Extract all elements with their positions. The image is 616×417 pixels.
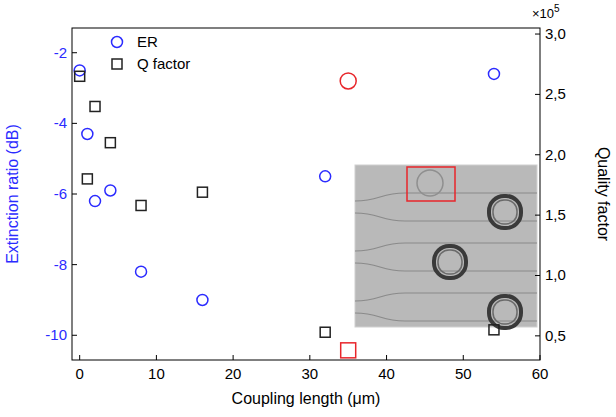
y-axis-title: Extinction ratio (dB) [4,124,21,264]
legend-label: Q factor [137,55,190,72]
multiplier-base: ×10 [532,6,554,21]
ring [489,296,521,328]
x-tick [386,355,387,360]
x-tick [463,355,464,360]
x-tick-label: 10 [148,365,165,382]
x-tick-label: 30 [301,365,318,382]
point [489,325,499,335]
y2-tick-label: 2,5 [545,85,566,102]
x-tick [156,355,157,360]
point [74,65,85,76]
point [197,187,207,197]
point [320,327,330,337]
y2-axis-title: Quality factor [595,147,612,242]
y2-tick [535,215,540,216]
y-tick [72,335,77,336]
x-tick-label: 40 [378,365,395,382]
y-tick-label: -4 [54,114,67,131]
point [105,185,116,196]
highlight-box [407,167,455,201]
ring [493,200,517,224]
chart: 0 10 20 30 40 50 60 -10 -8 -6 -4 -2 0,5 1,0 1,5 2,0 2,5 3… [0,0,616,417]
plot-frame [72,28,540,360]
x-tick [309,355,310,360]
y2-tick-label: 2,0 [545,146,566,163]
point [136,200,146,210]
y-tick [72,264,77,265]
x-tick [233,355,234,360]
point [340,73,356,89]
ring [417,170,443,196]
legend-label: ER [137,33,158,50]
legend-marker [112,37,123,48]
ring [434,246,466,278]
marks [74,65,499,358]
legend: ER Q factor [112,33,191,72]
x-tick-label: 0 [76,365,84,382]
y-tick-label: -8 [54,256,67,273]
point [488,68,499,79]
inset-image [355,165,537,328]
x-tick [540,355,541,360]
waveguide [355,263,537,271]
y-tick-label: -10 [45,326,67,343]
point [105,138,115,148]
y-tick [72,123,77,124]
y-tick-label: -6 [54,185,67,202]
point [82,174,92,184]
waveguide [355,213,537,221]
point [197,294,208,305]
inset-bg [355,165,537,327]
y-tick [72,52,77,53]
legend-marker [112,59,122,69]
point [75,71,85,81]
ring [438,250,462,274]
y2-multiplier: ×105 [532,3,560,21]
point [90,101,100,111]
y2-tick [535,34,540,35]
point [136,266,147,277]
y2-tick-label: 1,0 [545,266,566,283]
ring [493,300,517,324]
y-tick [72,194,77,195]
y2-tick [535,94,540,95]
y2-tick-label: 1,5 [545,206,566,223]
x-tick [79,355,80,360]
y2-tick [535,275,540,276]
y2-tick-label: 3,0 [545,25,566,42]
ring [489,196,521,228]
point [320,171,331,182]
waveguide [355,313,537,321]
point [82,128,93,139]
point [341,343,356,358]
y-tick-label: -2 [54,44,67,61]
point [90,196,101,207]
x-tick-label: 50 [455,365,472,382]
y2-tick [535,335,540,336]
y2-tick-label: 0,5 [545,327,566,344]
y2-tick [535,154,540,155]
x-axis-title: Coupling length (μm) [232,390,381,407]
x-tick-label: 20 [225,365,242,382]
x-tick-label: 60 [532,365,549,382]
multiplier-exponent: 5 [554,3,560,14]
